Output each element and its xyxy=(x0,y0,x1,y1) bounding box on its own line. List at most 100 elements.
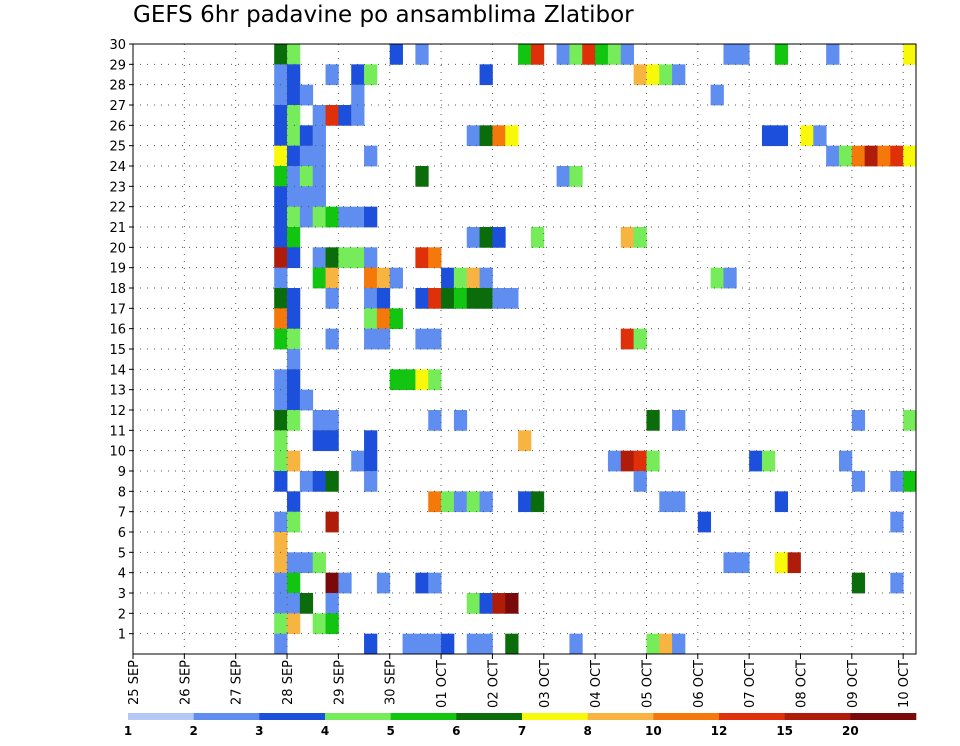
y-tick-label: 21 xyxy=(109,221,126,236)
heatmap-cell xyxy=(274,186,288,208)
heatmap-cell xyxy=(723,267,737,289)
heatmap-cell xyxy=(556,44,570,65)
heatmap-cells xyxy=(274,44,917,655)
heatmap-cell xyxy=(351,450,365,472)
heatmap-cell xyxy=(299,125,314,147)
heatmap-cell xyxy=(351,64,365,86)
heatmap-cell xyxy=(428,288,442,309)
heatmap-cell xyxy=(710,84,724,106)
heatmap-cell xyxy=(415,44,429,65)
heatmap-cell xyxy=(338,247,352,269)
heatmap-cell xyxy=(441,491,455,513)
x-tick-label: 26 SEP xyxy=(178,660,193,705)
heatmap-cell xyxy=(287,410,301,431)
y-tick-label: 22 xyxy=(109,201,126,216)
heatmap-cell xyxy=(325,247,339,269)
heatmap-cell xyxy=(287,64,301,86)
x-tick-label: 02 OCT xyxy=(486,660,501,708)
y-tick-label: 20 xyxy=(109,241,126,256)
x-axis: 25 SEP 26 SEP 27 SEP 28 SEP 29 SEP 30 SEP 01 O… xyxy=(127,654,912,708)
heatmap-cell xyxy=(659,633,673,655)
y-tick-label: 7 xyxy=(118,506,126,521)
heatmap-cell xyxy=(428,369,442,391)
heatmap-cell xyxy=(287,572,301,594)
heatmap-cell xyxy=(312,105,326,126)
heatmap-cell xyxy=(890,511,904,533)
heatmap-cell xyxy=(530,44,545,65)
legend-swatch xyxy=(193,713,260,720)
heatmap-cell xyxy=(774,552,789,574)
heatmap-cell xyxy=(376,267,391,289)
heatmap-cell xyxy=(851,410,866,431)
heatmap-cell xyxy=(351,84,365,106)
heatmap-cell xyxy=(287,369,301,391)
heatmap-cell xyxy=(325,593,339,614)
legend-label: 6 xyxy=(452,724,460,738)
heatmap-cell xyxy=(851,471,866,492)
legend-label: 5 xyxy=(386,724,394,738)
heatmap-cell xyxy=(890,572,904,594)
heatmap-cell xyxy=(582,44,596,65)
heatmap-cell xyxy=(287,328,301,350)
heatmap-cell xyxy=(364,267,378,289)
heatmap-cell xyxy=(479,227,493,248)
heatmap-cell xyxy=(325,471,339,492)
heatmap-cell xyxy=(389,308,403,330)
heatmap-cell xyxy=(325,328,339,350)
heatmap-cell xyxy=(479,288,493,309)
heatmap-cell xyxy=(761,125,776,147)
heatmap-cell xyxy=(466,633,480,655)
x-tick-label: 29 SEP xyxy=(332,660,347,705)
heatmap-cell xyxy=(672,64,686,86)
y-tick-label: 27 xyxy=(109,99,126,114)
heatmap-cell xyxy=(633,450,647,472)
heatmap-cell xyxy=(646,410,660,431)
heatmap-cell xyxy=(774,491,789,513)
heatmap-cell xyxy=(505,593,519,614)
heatmap-cell xyxy=(479,267,493,289)
heatmap-cell xyxy=(274,247,288,269)
heatmap-cell xyxy=(287,186,301,208)
heatmap-cell xyxy=(466,593,480,614)
heatmap-cell xyxy=(312,471,326,492)
heatmap-cell xyxy=(466,267,480,289)
x-tick-label: 04 OCT xyxy=(589,660,604,708)
heatmap-cell xyxy=(710,267,724,289)
heatmap-cell xyxy=(364,308,378,330)
y-tick-label: 23 xyxy=(109,180,126,195)
heatmap-cell xyxy=(287,389,301,411)
heatmap-cell xyxy=(813,125,827,147)
x-tick-label: 07 OCT xyxy=(743,660,758,708)
heatmap-cell xyxy=(364,471,378,492)
heatmap-cell xyxy=(351,206,365,228)
heatmap-cell xyxy=(312,430,326,452)
legend-swatch xyxy=(850,713,917,720)
heatmap-cell xyxy=(274,267,288,289)
heatmap-cell xyxy=(364,288,378,309)
heatmap-cell xyxy=(312,206,326,228)
heatmap-cell xyxy=(274,633,288,655)
heatmap-cell xyxy=(274,44,288,65)
heatmap-cell xyxy=(646,64,660,86)
heatmap-cell xyxy=(492,593,506,614)
heatmap-cell xyxy=(466,288,480,309)
heatmap-cell xyxy=(890,145,904,167)
heatmap-cell xyxy=(364,64,378,86)
heatmap-cell xyxy=(312,125,326,147)
heatmap-cell xyxy=(287,125,301,147)
heatmap-cell xyxy=(505,288,519,309)
heatmap-cell xyxy=(903,471,917,492)
x-tick-label: 03 OCT xyxy=(538,660,553,708)
heatmap-cell xyxy=(299,552,314,574)
legend-swatch xyxy=(719,713,785,720)
heatmap-cell xyxy=(274,105,288,126)
heatmap-cell xyxy=(479,64,493,86)
heatmap-cell xyxy=(530,227,545,248)
heatmap-cell xyxy=(338,572,352,594)
heatmap-cell xyxy=(287,491,301,513)
y-tick-label: 26 xyxy=(109,119,126,134)
heatmap-cell xyxy=(287,450,301,472)
heatmap-cell xyxy=(274,389,288,411)
